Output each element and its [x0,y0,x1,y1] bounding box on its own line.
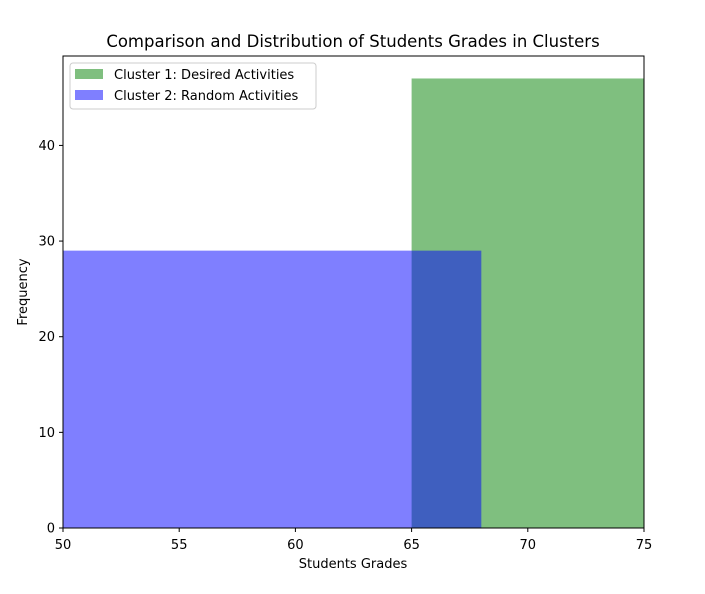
x-tick-label: 65 [403,538,420,553]
y-axis-ticks: 0 10 20 30 40 [38,139,63,537]
bar-series-2-bin-1 [63,250,482,528]
y-tick-label: 10 [38,426,55,441]
legend-swatch-2 [75,90,103,100]
x-axis-ticks: 50 55 60 65 70 75 [55,528,653,553]
x-tick-label: 70 [520,538,537,553]
x-tick-label: 50 [55,538,72,553]
x-tick-label: 75 [636,538,653,553]
y-tick-label: 20 [38,330,55,345]
x-tick-label: 60 [287,538,304,553]
legend: Cluster 1: Desired Activities Cluster 2: … [69,62,317,110]
y-tick-label: 30 [38,235,55,250]
y-tick-label: 40 [38,139,55,154]
x-tick-label: 55 [171,538,188,553]
y-axis-title: Frequency [16,258,31,325]
x-axis-title: Students Grades [299,557,408,572]
legend-swatch-1 [75,69,103,79]
bars-layer [63,78,644,528]
legend-label-2: Cluster 2: Random Activities [114,89,299,104]
legend-label-1: Cluster 1: Desired Activities [114,68,294,83]
y-tick-label: 0 [47,522,55,537]
legend-box [69,62,317,110]
plot-frame [62,55,645,529]
chart-title: Comparison and Distribution of Students … [106,32,599,51]
